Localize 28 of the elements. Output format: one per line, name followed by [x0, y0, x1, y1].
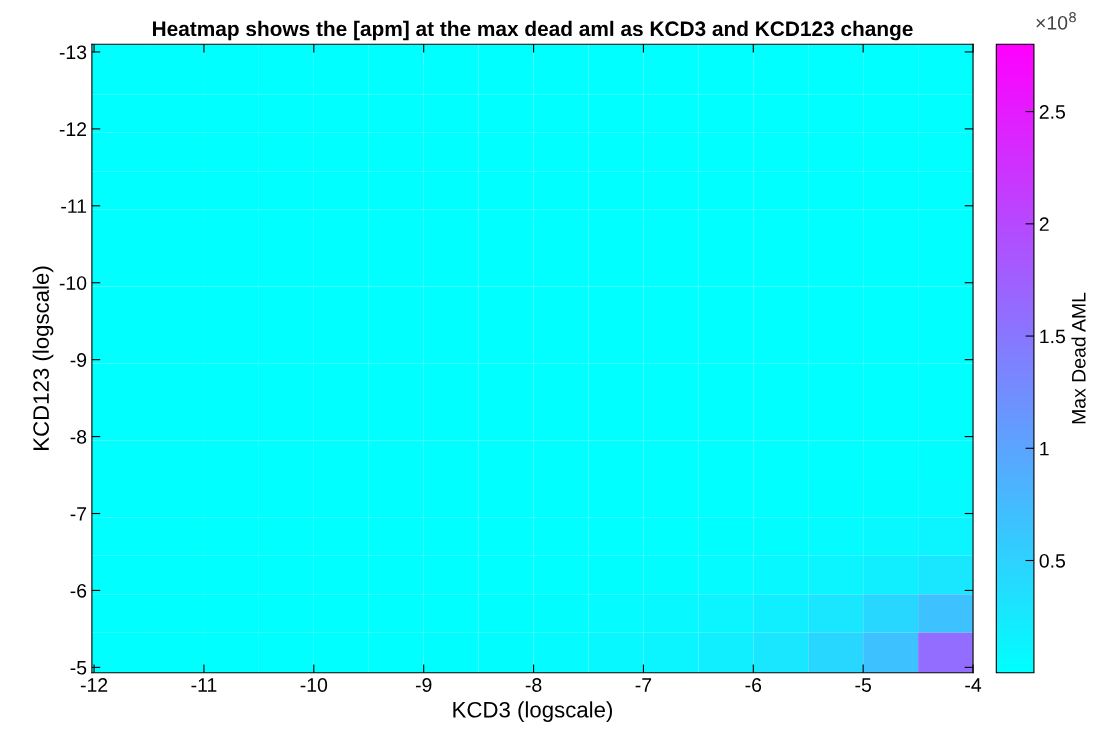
x-tick-label: -12: [80, 678, 108, 692]
x-tick-label: -11: [191, 678, 217, 692]
color-bar-label: 2: [1039, 217, 1049, 231]
y-tick-label: -7: [70, 507, 87, 521]
y-tick-label: -5: [70, 661, 87, 675]
color-bar-label: 1.5: [1040, 329, 1066, 344]
y-tick-label: -11: [61, 199, 87, 213]
y-tick-label: -12: [59, 122, 87, 136]
y-axis-title: KCD123 (logscale): [32, 266, 54, 450]
x-tick-label: -4: [965, 678, 982, 692]
x-tick-label: -7: [635, 678, 652, 692]
text: ×10$^{8}$: [1036, 12, 1076, 30]
x-tick-label: -5: [855, 678, 872, 692]
color-bar-label: 2.5: [1039, 105, 1066, 119]
x-tick-label: -8: [525, 678, 542, 692]
x-tick-label: -10: [300, 678, 328, 692]
chart-title: Heatmap shows the [apm] at the max dead aml as KCD3 and KCD123 change: [152, 20, 913, 41]
y-tick-label: -9: [70, 353, 87, 367]
color-bar-title: Max Dead AML: [1071, 292, 1086, 424]
y-tick-label: -8: [70, 430, 87, 444]
y-tick-label: -10: [59, 276, 87, 290]
color-bar-label: 0.5: [1039, 553, 1066, 568]
x-tick-label: -6: [745, 678, 762, 692]
x-axis-title: KCD3 (logscale): [453, 701, 612, 723]
y-tick-label: -13: [59, 45, 87, 60]
x-tick-label: -9: [415, 678, 432, 692]
y-tick-label: -6: [70, 583, 87, 598]
color-bar-label: 1: [1040, 441, 1049, 456]
